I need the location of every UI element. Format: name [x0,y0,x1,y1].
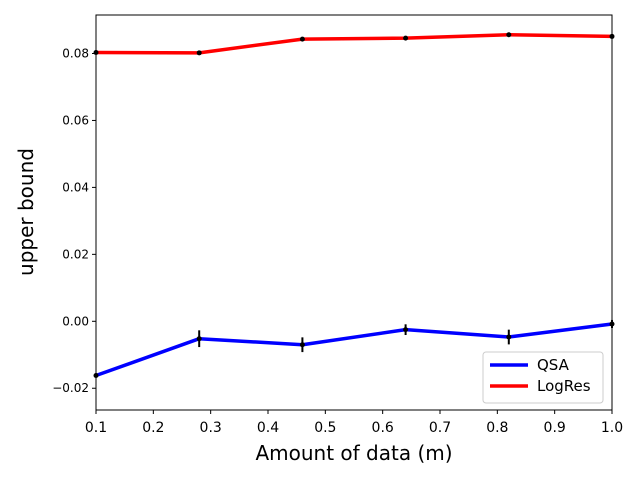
y-tick-label: 0.00 [62,314,89,328]
ticks-layer: 0.1 0.2 0.3 0.4 0.5 0.6 0.7 0.8 0.9 1.0 −0.02 0.00 0… [52,46,623,436]
x-tick-label: 1.0 [601,420,623,436]
legend-label-qsa: QSA [537,356,570,374]
y-tick-label: −0.02 [52,381,89,395]
x-tick-label: 0.3 [200,420,222,436]
series-line-logres [95,33,613,55]
x-tick-label: 0.6 [372,420,394,436]
y-tick-label: 0.08 [62,46,89,60]
data-point-qsa [299,342,305,348]
x-tick-label: 0.5 [314,420,336,436]
series-layer [93,32,615,379]
plot-area [96,15,612,410]
plot-frame [95,14,613,411]
x-tick-label: 0.9 [544,420,566,436]
y-tick-label: 0.04 [62,180,89,194]
y-tick-label: 0.06 [62,113,89,127]
data-point-qsa [196,336,202,342]
data-point-qsa [506,334,512,340]
x-tick-label: 0.1 [85,420,107,436]
y-axis-label: upper bound [14,148,38,276]
x-axis-label: Amount of data (m) [255,441,452,465]
y-tick-label: 0.02 [62,247,89,261]
legend-label-logres: LogRes [537,377,591,395]
x-tick-label: 0.2 [142,420,164,436]
data-point-logres [196,50,202,56]
x-tick-label: 0.7 [429,420,451,436]
x-tick-label: 0.8 [486,420,508,436]
legend: QSA LogRes [482,351,604,404]
data-point-logres [403,35,409,41]
data-point-qsa [403,327,409,333]
data-point-logres [506,32,512,38]
data-point-logres [299,36,305,42]
series-line-qsa [95,322,613,378]
x-tick-label: 0.4 [257,420,279,436]
